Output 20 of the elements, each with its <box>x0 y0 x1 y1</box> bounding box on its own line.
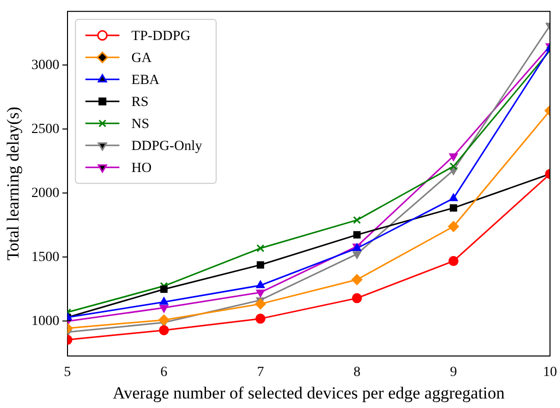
x-tick-label: 10 <box>543 364 557 380</box>
legend-label: RS <box>131 95 149 110</box>
legend-label: TP-DDPG <box>131 29 191 44</box>
x-tick-label: 6 <box>160 364 168 380</box>
y-tick-label: 1500 <box>31 250 60 265</box>
legend-label: DDPG-Only <box>131 139 202 154</box>
x-tick-label: 5 <box>64 364 71 380</box>
x-tick-label: 8 <box>353 364 360 380</box>
y-tick-label: 2500 <box>31 122 60 137</box>
y-tick-label: 1000 <box>31 314 60 329</box>
legend-label: GA <box>131 51 153 66</box>
y-tick-label: 2000 <box>31 186 60 201</box>
x-tick-label: 7 <box>256 364 264 380</box>
legend-label: HO <box>131 161 152 176</box>
legend-label: EBA <box>131 73 160 88</box>
legend-label: NS <box>131 117 150 132</box>
y-tick-label: 3000 <box>31 58 60 73</box>
y-axis-title: Total learning delay(s) <box>4 106 23 260</box>
x-tick-label: 9 <box>450 364 457 380</box>
x-axis-title: Average number of selected devices per edge aggregation <box>112 383 506 402</box>
